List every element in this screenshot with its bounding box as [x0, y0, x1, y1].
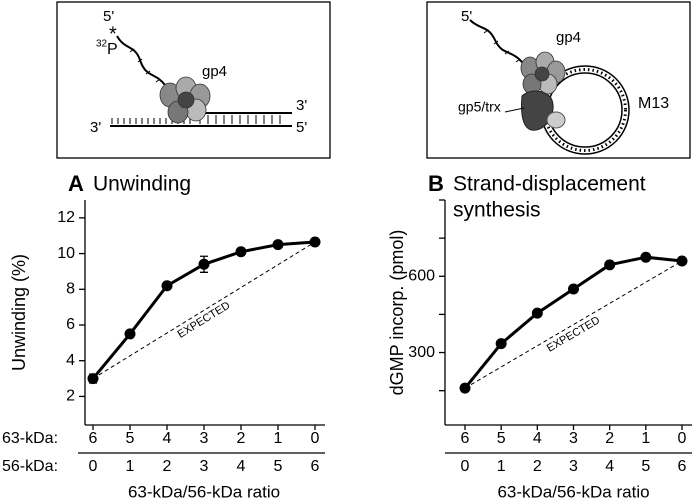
data-point	[568, 283, 579, 295]
x-tick-label: 4	[605, 458, 614, 475]
x-tick-label: 4	[533, 430, 542, 447]
y-axis-label: dGMP incorp. (pmol)	[387, 230, 407, 396]
data-point	[235, 246, 247, 258]
x-tick-label: 4	[237, 458, 246, 475]
y-tick-label: 300	[408, 344, 435, 361]
label: gp5/trx	[458, 99, 501, 115]
expected-line	[464, 260, 683, 389]
x-tick-label: 2	[237, 430, 246, 447]
y-tick-label: 12	[57, 209, 75, 226]
label: *	[109, 23, 117, 45]
expected-line	[92, 241, 316, 379]
x-tick-label: 4	[163, 430, 172, 447]
data-point	[640, 251, 652, 263]
data-point	[531, 307, 543, 319]
x-tick-label: 6	[678, 458, 687, 475]
x-tick-label: 6	[89, 430, 98, 447]
diagram-frame	[426, 1, 691, 159]
x-tick-label: 1	[497, 458, 506, 475]
x-tick-label: 0	[311, 430, 320, 447]
x-tick-label: 3	[200, 430, 209, 447]
x-tick-label: 2	[533, 458, 542, 475]
data-point	[87, 373, 99, 385]
x-tick-label: 0	[89, 458, 98, 475]
gp4-hexamer	[520, 51, 566, 95]
label: gp4	[202, 63, 227, 80]
x-tick-label: 0	[461, 458, 470, 475]
bases	[129, 48, 170, 93]
x-tick-label: 6	[461, 430, 470, 447]
chart-title: synthesis	[453, 199, 541, 222]
x-tick-label: 6	[311, 458, 320, 475]
x-tick-label: 3	[569, 430, 578, 447]
label: gp4	[556, 29, 581, 46]
label: 3'	[296, 97, 307, 114]
row-label: 56-kDa:	[2, 458, 58, 475]
data-point	[309, 236, 321, 248]
chart-title: Unwinding	[93, 173, 191, 196]
diagram-frame	[56, 1, 331, 159]
data-point	[495, 338, 507, 350]
x-tick-label: 3	[200, 458, 209, 475]
x-tick-label: 5	[274, 458, 283, 475]
label: M13	[638, 95, 669, 112]
x-tick-label: 2	[163, 458, 172, 475]
label: P	[107, 41, 118, 58]
label: 5'	[461, 8, 472, 25]
y-tick-label: 10	[57, 245, 75, 262]
annotation: EXPECTED	[545, 314, 602, 354]
x-tick-label: 0	[678, 430, 687, 447]
panel-label: A	[68, 171, 84, 196]
data-point	[604, 259, 616, 271]
m13-inner	[547, 72, 623, 148]
label: 3'	[90, 119, 101, 136]
x-tick-label: 3	[569, 458, 578, 475]
data-point	[124, 328, 136, 340]
y-tick-label: 600	[408, 267, 435, 284]
data-point	[676, 255, 688, 267]
label: 5'	[296, 119, 307, 136]
data-point	[198, 258, 210, 270]
x-tick-label: 2	[605, 430, 614, 447]
panel-label: B	[428, 171, 444, 196]
x-tick-label: 5	[126, 430, 135, 447]
row-label: 63-kDa:	[2, 430, 58, 447]
unwinding-diagram: 5' * 32 P gp4 3' 3' 5'	[56, 1, 331, 159]
label: 5'	[103, 8, 114, 25]
y-axis-label: Unwinding (%)	[9, 254, 29, 371]
leader-line	[504, 107, 525, 113]
x-axis-label: 63-kDa/56-kDa ratio	[497, 482, 649, 501]
x-tick-label: 5	[641, 458, 650, 475]
chart-title: Strand-displacement	[453, 173, 646, 196]
m13-diagram: 5' gp4 gp5/trx M13	[426, 1, 691, 159]
label: 32	[96, 39, 108, 50]
x-axis-label: 63-kDa/56-kDa ratio	[128, 482, 280, 501]
x-tick-label: 1	[274, 430, 283, 447]
x-tick-label: 1	[126, 458, 135, 475]
trx	[546, 111, 566, 129]
x-tick-label: 5	[497, 430, 506, 447]
annotation: EXPECTED	[176, 300, 233, 341]
data-point	[272, 239, 284, 251]
bases	[483, 29, 521, 63]
y-tick-label: 8	[66, 281, 75, 298]
data-point	[459, 382, 471, 394]
x-tick-label: 1	[641, 430, 650, 447]
gp4-hexamer	[159, 76, 211, 124]
y-tick-label: 2	[66, 388, 75, 405]
y-tick-label: 4	[66, 352, 75, 369]
y-tick-label: 6	[66, 316, 75, 333]
data-point	[161, 280, 173, 292]
